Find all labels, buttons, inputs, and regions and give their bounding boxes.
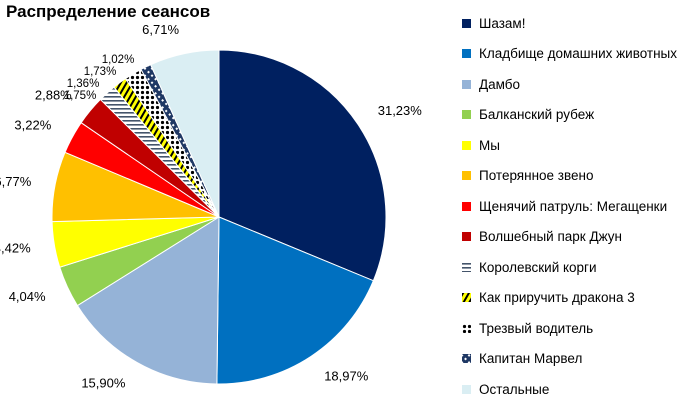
chart-title: Распределение сеансов — [6, 2, 211, 21]
data-label: 2,88% — [35, 87, 72, 102]
data-label: 1,75% — [64, 90, 97, 102]
data-label: 18,97% — [324, 368, 369, 383]
pie-slice — [216, 216, 375, 385]
legend-label: Мы — [479, 137, 500, 153]
legend-label: Капитан Марвел — [479, 351, 583, 367]
legend-swatch — [462, 18, 471, 28]
legend-swatch — [462, 49, 471, 59]
legend: Шазам! Кладбище домашних животных Дамбо Бал… — [462, 8, 677, 405]
legend-label: Как приручить дракона 3 — [479, 290, 635, 306]
legend-swatch — [462, 323, 471, 333]
legend-item: Мы — [462, 130, 677, 161]
legend-item: Балканский рубеж — [462, 100, 677, 131]
legend-swatch — [462, 384, 471, 394]
legend-label: Дамбо — [479, 76, 521, 92]
legend-item: Волшебный парк Джун — [462, 222, 677, 253]
legend-item: Королевский корги — [462, 252, 677, 283]
data-label: 1,36% — [67, 78, 100, 90]
pie-slice — [218, 49, 387, 282]
data-label: 1,02% — [102, 54, 135, 66]
legend-swatch — [462, 140, 471, 150]
legend-label: Балканский рубеж — [479, 107, 595, 123]
data-label: 15,90% — [81, 375, 126, 390]
legend-label: Королевский корги — [479, 259, 597, 275]
data-label: 3,22% — [14, 118, 51, 133]
legend-item: Шазам! — [462, 8, 677, 39]
legend-item: Дамбо — [462, 69, 677, 100]
legend-label: Остальные — [479, 381, 550, 397]
legend-item: Остальные — [462, 374, 677, 405]
legend-item: Потерянное звено — [462, 161, 677, 192]
legend-swatch — [462, 171, 471, 181]
pie-slice — [149, 49, 220, 218]
pie-slice — [76, 216, 220, 385]
legend-swatch — [462, 354, 471, 364]
legend-item: Капитан Марвел — [462, 344, 677, 375]
legend-label: Трезвый водитель — [479, 320, 594, 336]
legend-item: Трезвый водитель — [462, 313, 677, 344]
legend-swatch — [462, 79, 471, 89]
legend-label: Потерянное звено — [479, 168, 594, 184]
legend-swatch — [462, 293, 471, 303]
legend-label: Кладбище домашних животных — [479, 46, 678, 62]
data-label: 6,77% — [0, 174, 32, 189]
legend-swatch — [462, 232, 471, 242]
legend-item: Щенячий патруль: Мегащенки — [462, 191, 677, 222]
data-label: 4,04% — [9, 289, 46, 304]
data-label: 4,42% — [0, 241, 31, 256]
legend-label: Щенячий патруль: Мегащенки — [479, 198, 668, 214]
legend-item: Как приручить дракона 3 — [462, 283, 677, 314]
legend-swatch — [462, 262, 471, 272]
data-label: 1,73% — [84, 66, 117, 78]
data-label: 31,23% — [378, 103, 423, 118]
legend-label: Шазам! — [479, 15, 526, 31]
legend-swatch — [462, 110, 471, 120]
legend-label: Волшебный парк Джун — [479, 229, 622, 245]
data-label: 6,71% — [142, 22, 179, 37]
pie-chart: 31,23% 18,97% 15,90% 4,04% 4,42% 6,77% 3,22% 2,… — [0, 22, 423, 390]
legend-item: Кладбище домашних животных — [462, 39, 677, 70]
legend-swatch — [462, 201, 471, 211]
